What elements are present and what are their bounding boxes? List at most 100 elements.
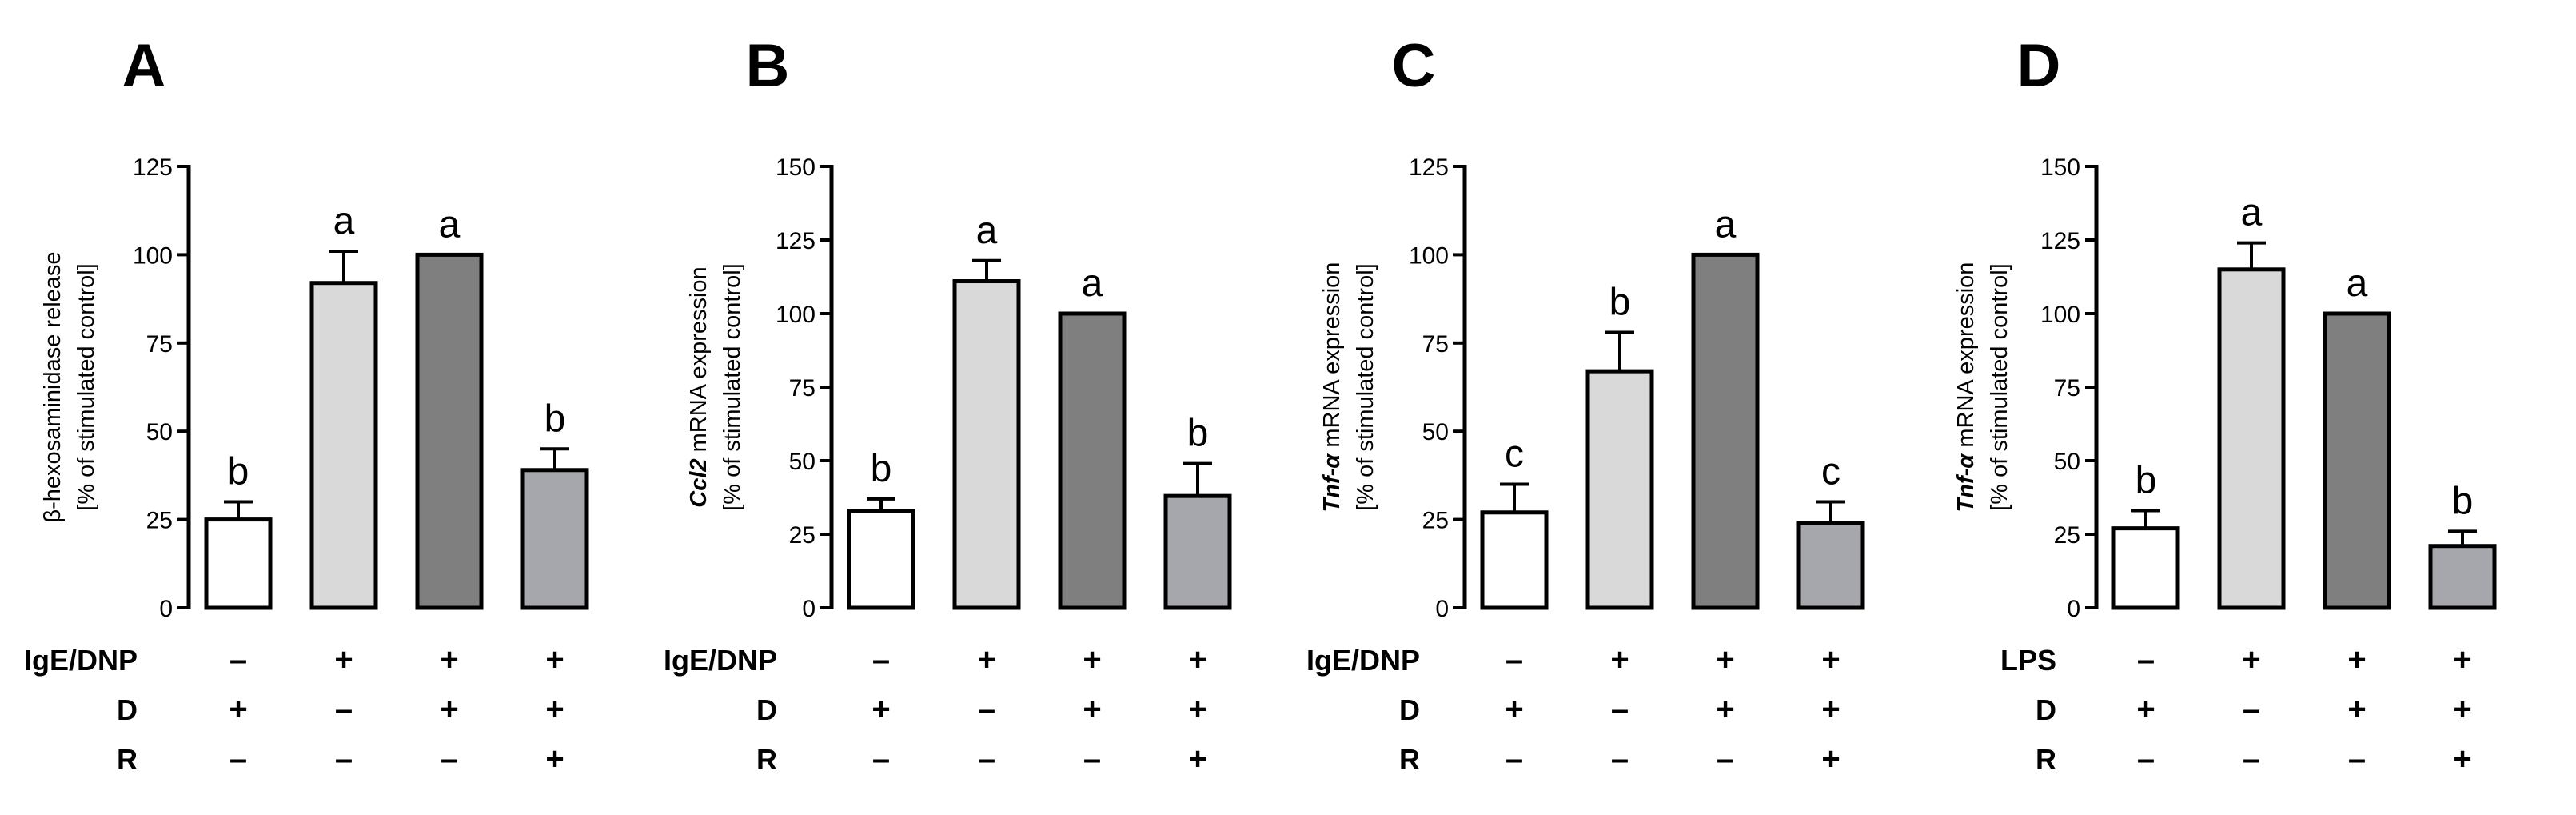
- condition-label: D: [756, 693, 777, 726]
- condition-value: –: [2137, 642, 2155, 677]
- condition-value: +: [2242, 642, 2260, 677]
- condition-value: +: [1821, 692, 1840, 727]
- condition-value: +: [2347, 642, 2366, 677]
- condition-value: –: [978, 692, 995, 727]
- condition-value: +: [1716, 692, 1734, 727]
- y-tick-label: 25: [146, 508, 173, 534]
- panel-B: B 0 25 50 75 100 125 150 Ccl2 mRNA expression [% …: [664, 32, 1232, 777]
- significance-label: a: [976, 210, 998, 252]
- y-tick-label: 50: [1422, 419, 1449, 445]
- condition-value: –: [1505, 642, 1523, 677]
- condition-value: –: [2243, 692, 2260, 727]
- significance-label: b: [544, 398, 566, 440]
- significance-label: b: [1609, 282, 1631, 324]
- condition-label: R: [756, 743, 777, 776]
- condition-value: +: [1821, 642, 1840, 677]
- condition-value: +: [1821, 741, 1840, 777]
- y-axis-label: [% of stimulated control]: [74, 263, 99, 510]
- condition-label: IgE/DNP: [1306, 644, 1420, 677]
- condition-label: R: [2036, 743, 2056, 776]
- bar: [1058, 311, 1127, 610]
- significance-label: b: [1187, 413, 1209, 455]
- condition-value: –: [229, 741, 247, 777]
- significance-label: a: [333, 200, 355, 242]
- significance-label: b: [871, 448, 892, 490]
- y-tick-label: 75: [146, 331, 173, 358]
- condition-value: +: [1610, 642, 1629, 677]
- condition-value: +: [1188, 692, 1206, 727]
- significance-label: a: [1082, 262, 1103, 305]
- condition-label: IgE/DNP: [24, 644, 138, 677]
- y-tick-label: 0: [2067, 596, 2080, 622]
- y-axis-label-part: [% of stimulated control]: [1353, 263, 1378, 510]
- bar: [1480, 510, 1549, 610]
- condition-value: +: [229, 692, 247, 727]
- condition-value: –: [1717, 741, 1734, 777]
- significance-label: a: [2241, 192, 2263, 234]
- panel-letter: C: [1392, 32, 1436, 100]
- y-tick-label: 150: [2040, 154, 2080, 181]
- y-tick-label: 75: [1422, 331, 1449, 358]
- y-tick-label: 0: [1435, 596, 1449, 622]
- significance-label: a: [439, 203, 461, 246]
- bar: [415, 252, 484, 610]
- y-axis-label-part: [% of stimulated control]: [1987, 263, 2012, 510]
- y-tick-label: 0: [159, 596, 173, 622]
- panel-A: A 0 25 50 75 100 125 β-hexosaminidase release [%…: [24, 32, 589, 777]
- panel-letter: A: [122, 32, 166, 100]
- bar: [2323, 311, 2391, 610]
- condition-value: +: [440, 642, 458, 677]
- y-tick-label: 150: [776, 154, 815, 181]
- condition-value: –: [335, 692, 353, 727]
- y-tick-label: 100: [776, 302, 815, 328]
- condition-value: +: [2136, 692, 2155, 727]
- panel-letter: B: [746, 32, 790, 100]
- y-tick-label: 25: [789, 522, 815, 549]
- significance-label: b: [2135, 460, 2157, 502]
- condition-value: –: [229, 642, 247, 677]
- condition-value: –: [2243, 741, 2260, 777]
- bar: [309, 281, 378, 610]
- significance-label: a: [1715, 203, 1737, 246]
- condition-value: –: [335, 741, 353, 777]
- y-axis-label: Tnf-α mRNA expression: [1953, 262, 1979, 513]
- condition-label: R: [1399, 743, 1420, 776]
- y-axis-label-part: β-hexosaminidase release: [40, 251, 66, 522]
- bar: [2111, 526, 2180, 610]
- condition-value: +: [545, 741, 564, 777]
- condition-value: +: [1188, 741, 1206, 777]
- condition-value: –: [2348, 741, 2366, 777]
- condition-value: +: [334, 642, 353, 677]
- y-axis-label-part: [% of stimulated control]: [720, 263, 745, 510]
- condition-label: LPS: [2000, 644, 2056, 677]
- condition-value: +: [440, 692, 458, 727]
- condition-value: +: [2453, 741, 2471, 777]
- y-tick-label: 50: [146, 419, 173, 445]
- condition-value: +: [1188, 642, 1206, 677]
- condition-value: –: [2137, 741, 2155, 777]
- condition-value: +: [871, 692, 890, 727]
- bar: [1691, 252, 1760, 610]
- y-tick-label: 75: [2054, 375, 2080, 402]
- bar: [1585, 369, 1654, 610]
- y-tick-label: 125: [2040, 228, 2080, 254]
- y-tick-label: 100: [2040, 302, 2080, 328]
- bar: [952, 279, 1021, 610]
- y-axis-label: [% of stimulated control]: [1987, 263, 2012, 510]
- y-tick-label: 125: [776, 228, 815, 254]
- y-axis-label-part: mRNA expression: [1319, 262, 1345, 454]
- condition-value: +: [545, 642, 564, 677]
- condition-value: –: [1083, 741, 1101, 777]
- condition-value: –: [1505, 741, 1523, 777]
- significance-label: c: [1821, 451, 1840, 493]
- y-tick-label: 50: [2054, 449, 2080, 475]
- y-axis-label-part: mRNA expression: [1953, 262, 1979, 454]
- bar: [520, 468, 589, 610]
- y-axis-label-part: Tnf-α: [1319, 453, 1345, 513]
- bar: [2217, 267, 2286, 610]
- bar: [1163, 493, 1232, 610]
- y-tick-label: 100: [1409, 242, 1449, 269]
- condition-value: –: [441, 741, 458, 777]
- y-axis-label-part: Ccl2: [686, 458, 712, 507]
